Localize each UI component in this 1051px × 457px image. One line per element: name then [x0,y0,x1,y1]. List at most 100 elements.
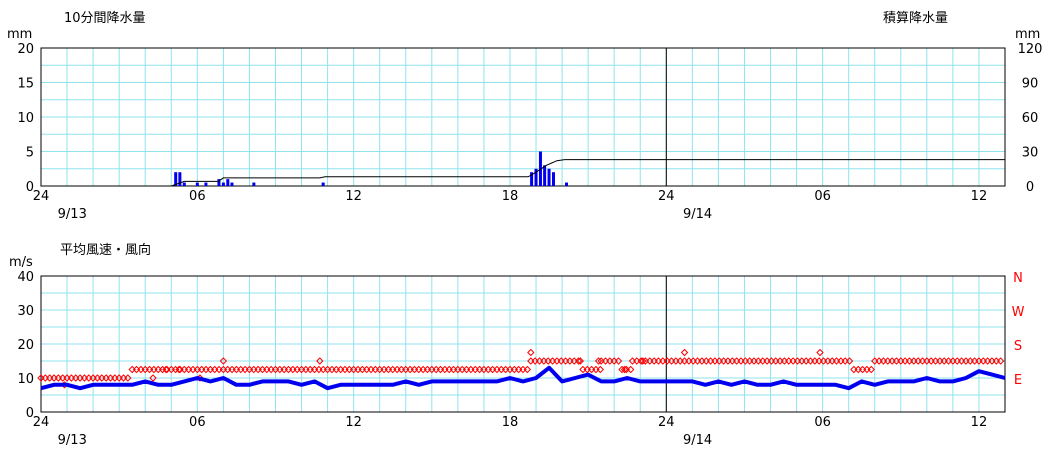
wind-direction-marker [614,357,623,365]
wind-direction-marker [197,365,206,374]
wind-direction-marker [367,365,375,374]
wind-direction-marker [863,365,871,374]
wind-direction-marker [484,365,492,374]
wind-direction-marker [210,365,219,374]
y-tick-label: 0 [26,406,34,421]
wind-direction-marker [258,365,267,374]
wind-direction-marker [362,365,371,374]
wind-direction-marker [380,365,388,374]
wind-direction-marker [587,365,596,374]
wind-direction-marker [410,365,419,374]
wind-direction-marker [175,365,183,374]
wind-direction-marker [328,365,336,374]
wind-direction-marker [574,357,583,365]
precip-bar [204,182,208,186]
wind-direction-marker [441,365,449,374]
precip-title: 10分間降水量 [64,11,146,26]
wind-direction-marker [250,365,258,374]
y-tick-label: 40 [17,270,34,285]
precip-bar [174,172,178,186]
x-tick-label: 12 [971,189,988,204]
wind-direction-marker [432,365,440,374]
cumulative-title: 積算降水量 [883,11,948,26]
wind-direction-marker [354,365,362,374]
wind-direction-marker [415,365,423,374]
wind-direction-marker [493,365,501,374]
wind-direction-marker [576,357,585,365]
wind-direction-marker [293,365,301,374]
wind-direction-marker [462,365,471,374]
precip-bar [252,182,256,186]
wind-direction-marker [284,365,293,374]
y-tick-label: 20 [17,338,34,353]
wind-direction-marker [137,365,145,374]
date-label: 9/14 [683,207,712,222]
precip-bar [230,182,234,186]
x-tick-label: 06 [189,415,206,430]
y-tick-label: 10 [17,372,34,387]
wind-direction-marker [124,374,132,382]
precipitation-chart: 10分間降水量 積算降水量 mm mm 20151050120906030024… [7,11,1042,222]
wind-direction-marker [310,365,319,374]
wind-direction-marker [263,365,271,374]
wind-direction-marker [497,365,505,374]
x-tick-label: 12 [971,415,988,430]
y-tick-label: 30 [17,304,34,319]
wind-direction-marker [996,357,1005,365]
wind-direction-marker [384,365,393,374]
wind-direction-marker [237,365,245,374]
wind-direction-marker [316,357,324,365]
wind-direction-marker [393,365,401,374]
wind-title: 平均風速・風向 [60,242,151,258]
wind-direction-marker [471,365,479,374]
wind-direction-marker [626,365,635,374]
x-tick-label: 24 [658,415,675,430]
wind-direction-marker [680,348,689,357]
wind-direction-marker [128,365,136,374]
wind-direction-marker [423,365,432,374]
precip-bar [565,182,569,186]
wind-direction-marker [854,365,862,374]
wind-direction-marker [306,365,314,374]
y2-tick-label: 30 [1022,146,1039,161]
x-tick-label: 06 [189,189,206,204]
wind-speed-line [40,365,1006,391]
wind-direction-marker [816,348,824,357]
wind-direction-marker [436,365,445,374]
wind-direction-marker [519,365,527,374]
wind-direction-marker [289,365,297,374]
wind-direction-marker [510,365,519,374]
wind-direction-marker [488,365,497,374]
wind-direction-marker [149,374,157,382]
precip-bar [321,182,325,186]
wind-direction-marker [162,365,170,374]
wind-direction-marker [620,365,629,374]
wind-direction-marker [419,365,427,374]
wind-direction-marker [202,365,210,374]
wind-direction-marker [150,365,158,374]
y2-tick-label: 60 [1022,111,1039,126]
direction-label: S [1014,339,1022,354]
wind-direction-marker [514,365,523,374]
wind-direction-marker [406,365,414,374]
date-label: 9/13 [58,207,87,222]
date-label: 9/14 [683,433,712,448]
wind-direction-marker [315,365,323,374]
wind-direction-marker [336,365,345,374]
date-label: 9/13 [58,433,87,448]
wind-direction-marker [267,365,275,374]
direction-label: N [1013,271,1023,286]
wind-direction-marker [527,348,535,357]
wind-direction-marker [184,365,193,374]
wind-direction-marker [276,365,284,374]
wind-direction-marker [332,365,340,374]
wind-direction-marker [228,365,236,374]
wind-direction-marker [254,365,262,374]
precip-bar [543,165,547,186]
wind-direction-marker [206,365,215,374]
wind-direction-marker [241,365,249,374]
x-tick-label: 06 [814,189,831,204]
wind-direction-marker [302,365,310,374]
wind-direction-marker [219,357,228,365]
